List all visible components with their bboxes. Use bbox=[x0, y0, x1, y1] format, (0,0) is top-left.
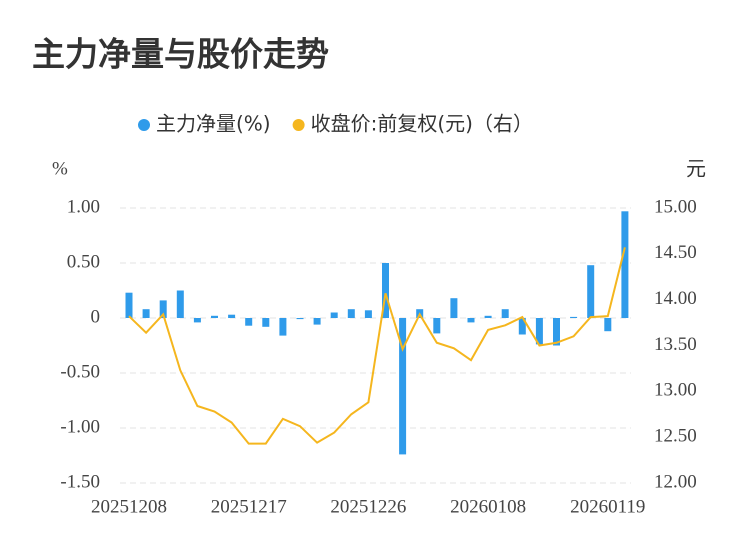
x-tick-label: 20260119 bbox=[570, 496, 645, 517]
bar bbox=[604, 318, 612, 332]
bar bbox=[279, 318, 287, 336]
bar bbox=[176, 290, 184, 318]
y-tick-label: -1.50 bbox=[60, 471, 100, 492]
bar bbox=[535, 318, 543, 345]
x-tick-label: 20251217 bbox=[211, 496, 287, 517]
bar bbox=[501, 309, 509, 318]
y-tick-label: -1.00 bbox=[60, 416, 100, 437]
bar bbox=[484, 315, 492, 318]
y2-tick-label: 13.00 bbox=[654, 380, 697, 401]
bar bbox=[347, 309, 355, 318]
x-tick-label: 20251226 bbox=[330, 496, 406, 517]
bar bbox=[262, 318, 270, 327]
bar bbox=[382, 263, 389, 318]
bar bbox=[313, 318, 321, 325]
y-tick-label: 0 bbox=[91, 306, 101, 327]
bar bbox=[193, 318, 201, 323]
bar bbox=[433, 318, 441, 334]
chart-title: 主力净量与股价走势 bbox=[32, 35, 329, 74]
x-tick-label: 20251208 bbox=[91, 496, 167, 517]
y-tick-label: 0.50 bbox=[67, 251, 100, 272]
bar bbox=[570, 316, 578, 318]
bar bbox=[228, 314, 236, 318]
bar bbox=[211, 315, 218, 318]
bar bbox=[296, 318, 304, 320]
y2-axis-unit: 元 bbox=[686, 157, 706, 181]
bar bbox=[142, 309, 150, 318]
y-tick-label: -0.50 bbox=[60, 361, 100, 382]
y2-tick-label: 13.50 bbox=[654, 334, 697, 355]
bar bbox=[621, 211, 629, 318]
bar bbox=[399, 318, 407, 455]
bar bbox=[518, 318, 526, 335]
y2-tick-label: 12.00 bbox=[654, 471, 697, 492]
bar bbox=[330, 312, 338, 318]
bar bbox=[125, 292, 133, 318]
bar bbox=[553, 318, 560, 346]
y-tick-label: 1.00 bbox=[67, 196, 100, 217]
legend-label: 主力净量(%) bbox=[156, 112, 271, 136]
y-axis-unit: % bbox=[52, 158, 68, 179]
x-tick-label: 20260108 bbox=[450, 496, 526, 517]
bar bbox=[245, 318, 253, 326]
bar bbox=[450, 298, 458, 318]
y2-tick-label: 14.50 bbox=[654, 242, 697, 263]
legend-label: 收盘价:前复权(元)（右） bbox=[311, 112, 533, 136]
bar bbox=[159, 300, 167, 318]
y2-tick-label: 12.50 bbox=[654, 426, 697, 447]
bar bbox=[467, 318, 475, 323]
legend-marker bbox=[138, 119, 150, 131]
bar bbox=[587, 265, 595, 318]
y2-tick-label: 15.00 bbox=[654, 196, 697, 217]
bar bbox=[364, 310, 372, 318]
price-line bbox=[128, 247, 626, 445]
legend-marker bbox=[292, 119, 305, 131]
y2-tick-label: 14.00 bbox=[654, 288, 697, 309]
